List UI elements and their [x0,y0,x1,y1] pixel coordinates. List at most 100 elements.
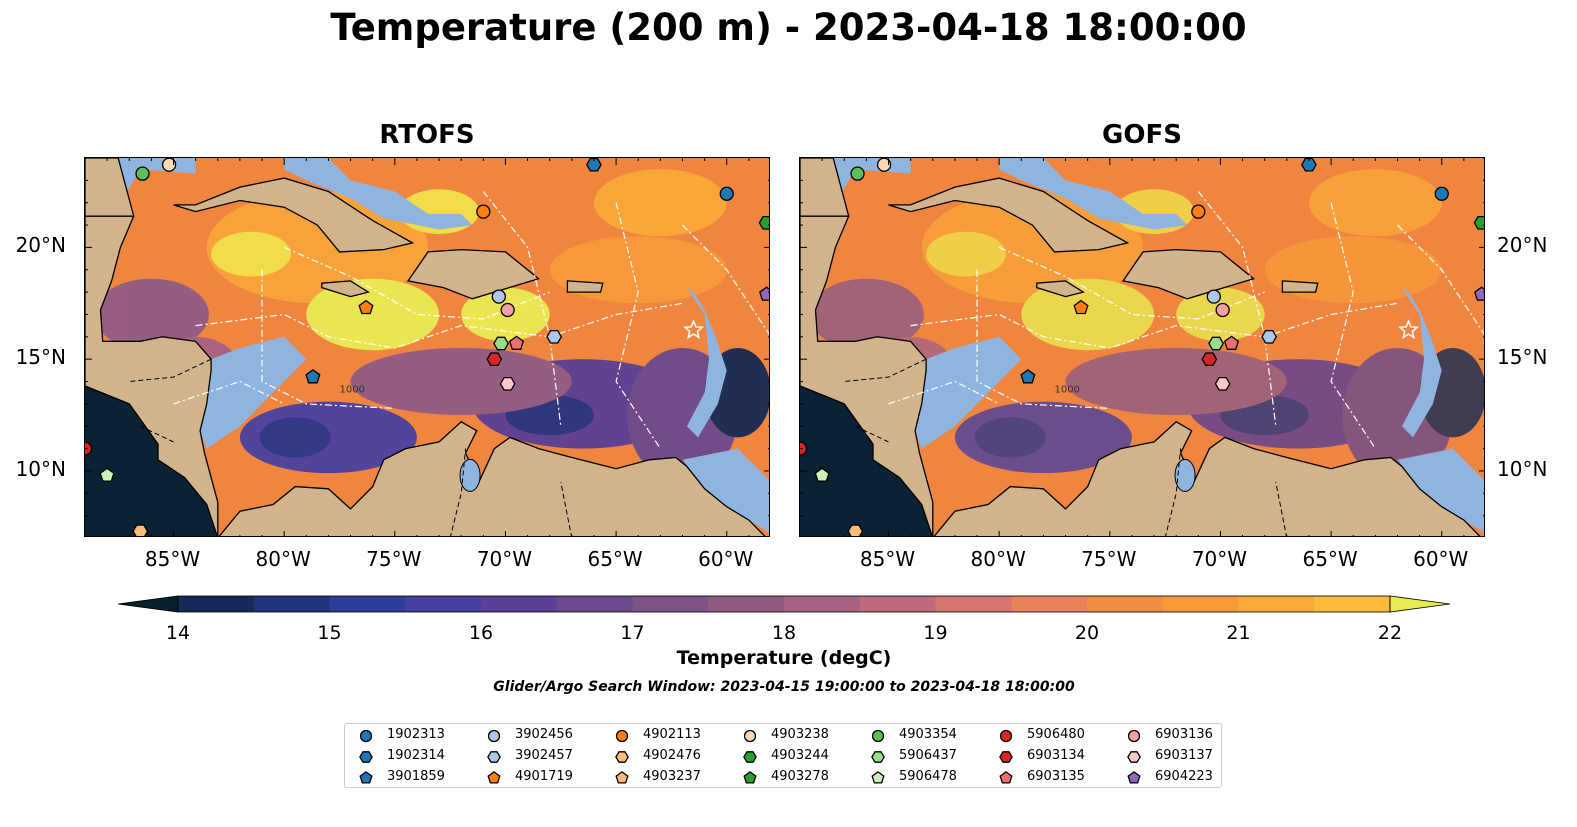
island [1036,280,1085,298]
legend-marker-4901719 [487,771,501,784]
colorbar-segment [1011,596,1088,612]
temperature-map: 1000 [800,158,1484,536]
shelf-water [1397,448,1484,533]
lat-tick-right: 15°N [1497,345,1548,370]
panel-title-gofs: GOFS [1102,120,1182,150]
float-marker-4901719 [358,299,374,315]
float-marker-5906480 [85,441,93,456]
legend-marker-6903135 [999,771,1013,784]
colorbar-segment [253,596,330,612]
float-marker-3902456 [491,289,506,304]
float-marker-3901859 [1020,369,1036,384]
colorbar-segment [1314,596,1391,612]
lon-tick: 75°W [366,547,422,571]
float-marker-4903354 [850,166,865,181]
colorbar-tick: 22 [1377,622,1403,644]
lake [459,458,481,492]
temperature-blob [259,417,331,458]
island [1281,280,1319,293]
lat-tick-right: 20°N [1497,233,1548,258]
eez-boundary [998,246,1265,320]
colorbar-segment [859,596,936,612]
island [321,280,370,298]
country-border [1275,482,1287,536]
legend-marker-6903136 [1127,729,1141,743]
colorbar-segment [1238,596,1315,612]
legend-label: 4901719 [515,769,573,784]
legend-marker-icon [615,751,629,763]
legend-marker-icon [743,729,757,743]
eez-boundary [888,380,1000,405]
float-marker-5906478 [814,467,830,482]
frame-ticks [800,158,1484,536]
island [1122,248,1255,300]
legend-label: 6903135 [1027,769,1085,784]
legend-marker-icon [487,771,501,784]
float-marker-4903354 [135,166,150,181]
legend-marker-icon [359,751,373,763]
float-marker-6903137 [1214,376,1231,391]
lat-tick-left: 20°N [15,233,66,258]
island [173,177,415,253]
legend-marker-icon [359,771,373,784]
colorbar-tick: 14 [165,622,191,644]
colorbar [118,595,1451,613]
legend-marker-3902456 [487,729,501,743]
colorbar-extend-high [1389,595,1451,613]
legend-marker-4903237 [615,771,629,784]
legend-marker-1902314 [359,751,373,763]
temperature-blob [350,348,572,416]
temperature-blob [974,417,1046,458]
colorbar-segment [632,596,709,612]
pacific-ocean [800,386,933,536]
lon-tick: 75°W [1081,547,1137,571]
legend-marker-5906478 [871,771,885,784]
legend-label: 3902457 [515,748,573,763]
legend-marker-icon [871,771,885,784]
legend-marker-icon [1127,771,1141,784]
legend-marker-icon [487,751,501,763]
eez-boundary [173,380,285,405]
float-marker-1902313 [719,186,734,201]
lake [1174,458,1196,492]
float-legend: 1902313 1902314 3901859 3902456 3902457 49017… [344,723,1222,788]
lon-tick: 80°W [970,547,1026,571]
shelf-water [999,158,1188,230]
land [800,215,934,536]
colorbar-tick: 19 [923,622,948,644]
temperature-blob [1065,348,1287,416]
colorbar-segment [1162,596,1239,612]
eez-boundary [976,269,1110,409]
legend-marker-4903278 [743,771,757,784]
legend-label: 4903237 [643,769,701,784]
shelf-water [686,287,727,438]
float-marker-3902457 [1261,329,1278,344]
temperature-blob [211,231,291,277]
lat-tick-left: 10°N [15,456,66,481]
colorbar-segment [1087,596,1164,612]
legend-marker-icon [615,771,629,784]
colorbar-segment [935,596,1012,612]
float-marker-4902113 [476,204,491,219]
float-marker-4902476 [132,524,149,536]
legend-label: 4903244 [771,748,829,763]
legend-marker-icon [999,771,1013,784]
eez-boundary [195,302,683,349]
land [800,158,850,217]
colorbar-segment [784,596,861,612]
eez-boundary [1330,202,1376,449]
country-border [844,358,927,382]
colorbar-tick: 16 [468,622,494,644]
legend-label: 5906478 [899,769,957,784]
legend-label: 6903134 [1027,748,1085,763]
shelf-water [200,336,307,449]
legend-label: 4902113 [643,727,701,742]
legend-label: 3902456 [515,727,573,742]
legend-marker-4903238 [743,729,757,743]
legend-marker-3902457 [487,751,501,763]
country-border [129,358,212,382]
eez-boundary [482,191,562,427]
float-marker-6903134 [1201,352,1218,367]
land [85,158,135,217]
rtofs-map: 1000 [84,157,770,537]
